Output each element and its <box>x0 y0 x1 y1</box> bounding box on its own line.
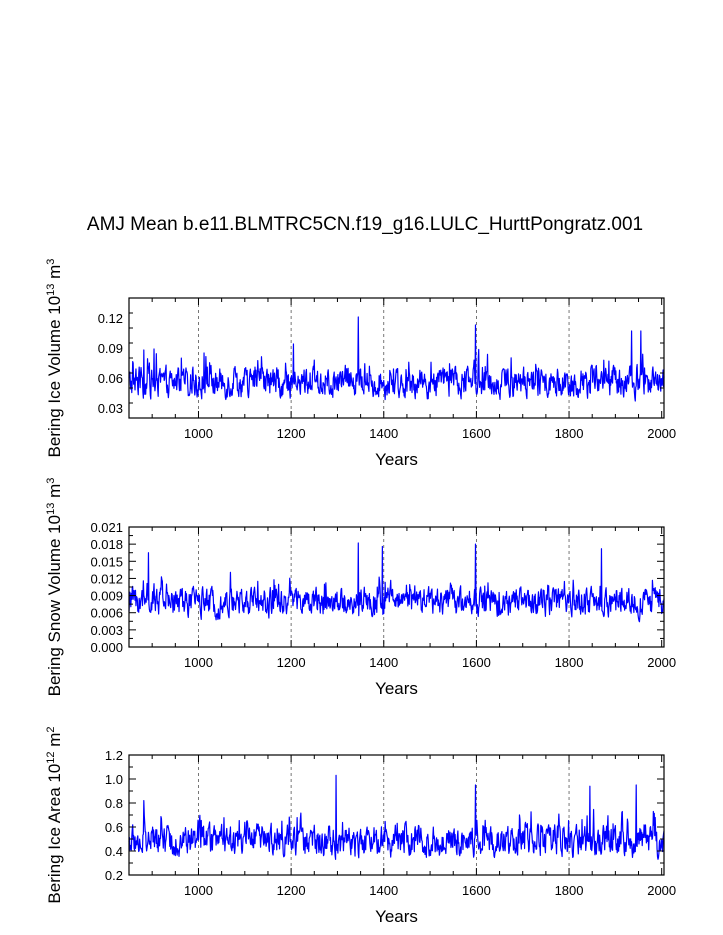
y-tick-label: 0.8 <box>105 796 123 811</box>
x-tick-label: 1400 <box>369 426 398 441</box>
x-tick-label: 2000 <box>647 426 676 441</box>
x-tick-label: 1600 <box>462 426 491 441</box>
x-tick-label: 1000 <box>184 883 213 898</box>
y-tick-label: 0.009 <box>90 589 123 604</box>
x-tick-label: 1200 <box>277 655 306 670</box>
x-tick-label: 1800 <box>555 883 584 898</box>
series-line <box>128 774 665 860</box>
x-tick-label: 1800 <box>555 426 584 441</box>
plot-frame <box>128 297 665 419</box>
y-tick-label: 0.03 <box>98 401 123 416</box>
x-tick-label: 1200 <box>277 883 306 898</box>
y-axis-title: Bering Ice Area 1012 m2 <box>45 726 64 903</box>
y-tick-label: 1.2 <box>105 748 123 763</box>
x-axis-title: Years <box>375 450 418 469</box>
y-tick-label: 0.021 <box>90 520 123 535</box>
x-tick-label: 1800 <box>555 655 584 670</box>
y-axis-title: Bering Ice Volume 1013 m3 <box>45 259 64 458</box>
x-tick-label: 1000 <box>184 426 213 441</box>
y-tick-label: 0.06 <box>98 371 123 386</box>
y-tick-label: 0.000 <box>90 640 123 655</box>
x-axis-title: Years <box>375 907 418 926</box>
plot-frame <box>128 754 665 876</box>
series-line <box>128 542 665 623</box>
plot-frame <box>128 526 665 648</box>
y-tick-label: 1.0 <box>105 772 123 787</box>
y-tick-label: 0.006 <box>90 606 123 621</box>
x-tick-label: 1200 <box>277 426 306 441</box>
x-tick-label: 1000 <box>184 655 213 670</box>
x-tick-label: 2000 <box>647 883 676 898</box>
y-tick-label: 0.12 <box>98 311 123 326</box>
x-tick-label: 2000 <box>647 655 676 670</box>
x-axis-title: Years <box>375 679 418 698</box>
chart-title: AMJ Mean b.e11.BLMTRC5CN.f19_g16.LULC_Hu… <box>86 214 644 235</box>
y-axis-title: Bering Snow Volume 1013 m3 <box>45 478 64 697</box>
y-tick-label: 0.09 <box>98 341 123 356</box>
y-tick-label: 0.018 <box>90 537 123 552</box>
y-tick-label: 0.6 <box>105 820 123 835</box>
x-tick-label: 1600 <box>462 883 491 898</box>
x-tick-label: 1600 <box>462 655 491 670</box>
y-tick-label: 0.012 <box>90 571 123 586</box>
x-tick-label: 1400 <box>369 655 398 670</box>
y-tick-label: 0.003 <box>90 623 123 638</box>
x-tick-label: 1400 <box>369 883 398 898</box>
y-tick-label: 0.2 <box>105 868 123 883</box>
y-tick-label: 0.4 <box>105 844 123 859</box>
series-line <box>128 316 665 402</box>
y-tick-label: 0.015 <box>90 554 123 569</box>
